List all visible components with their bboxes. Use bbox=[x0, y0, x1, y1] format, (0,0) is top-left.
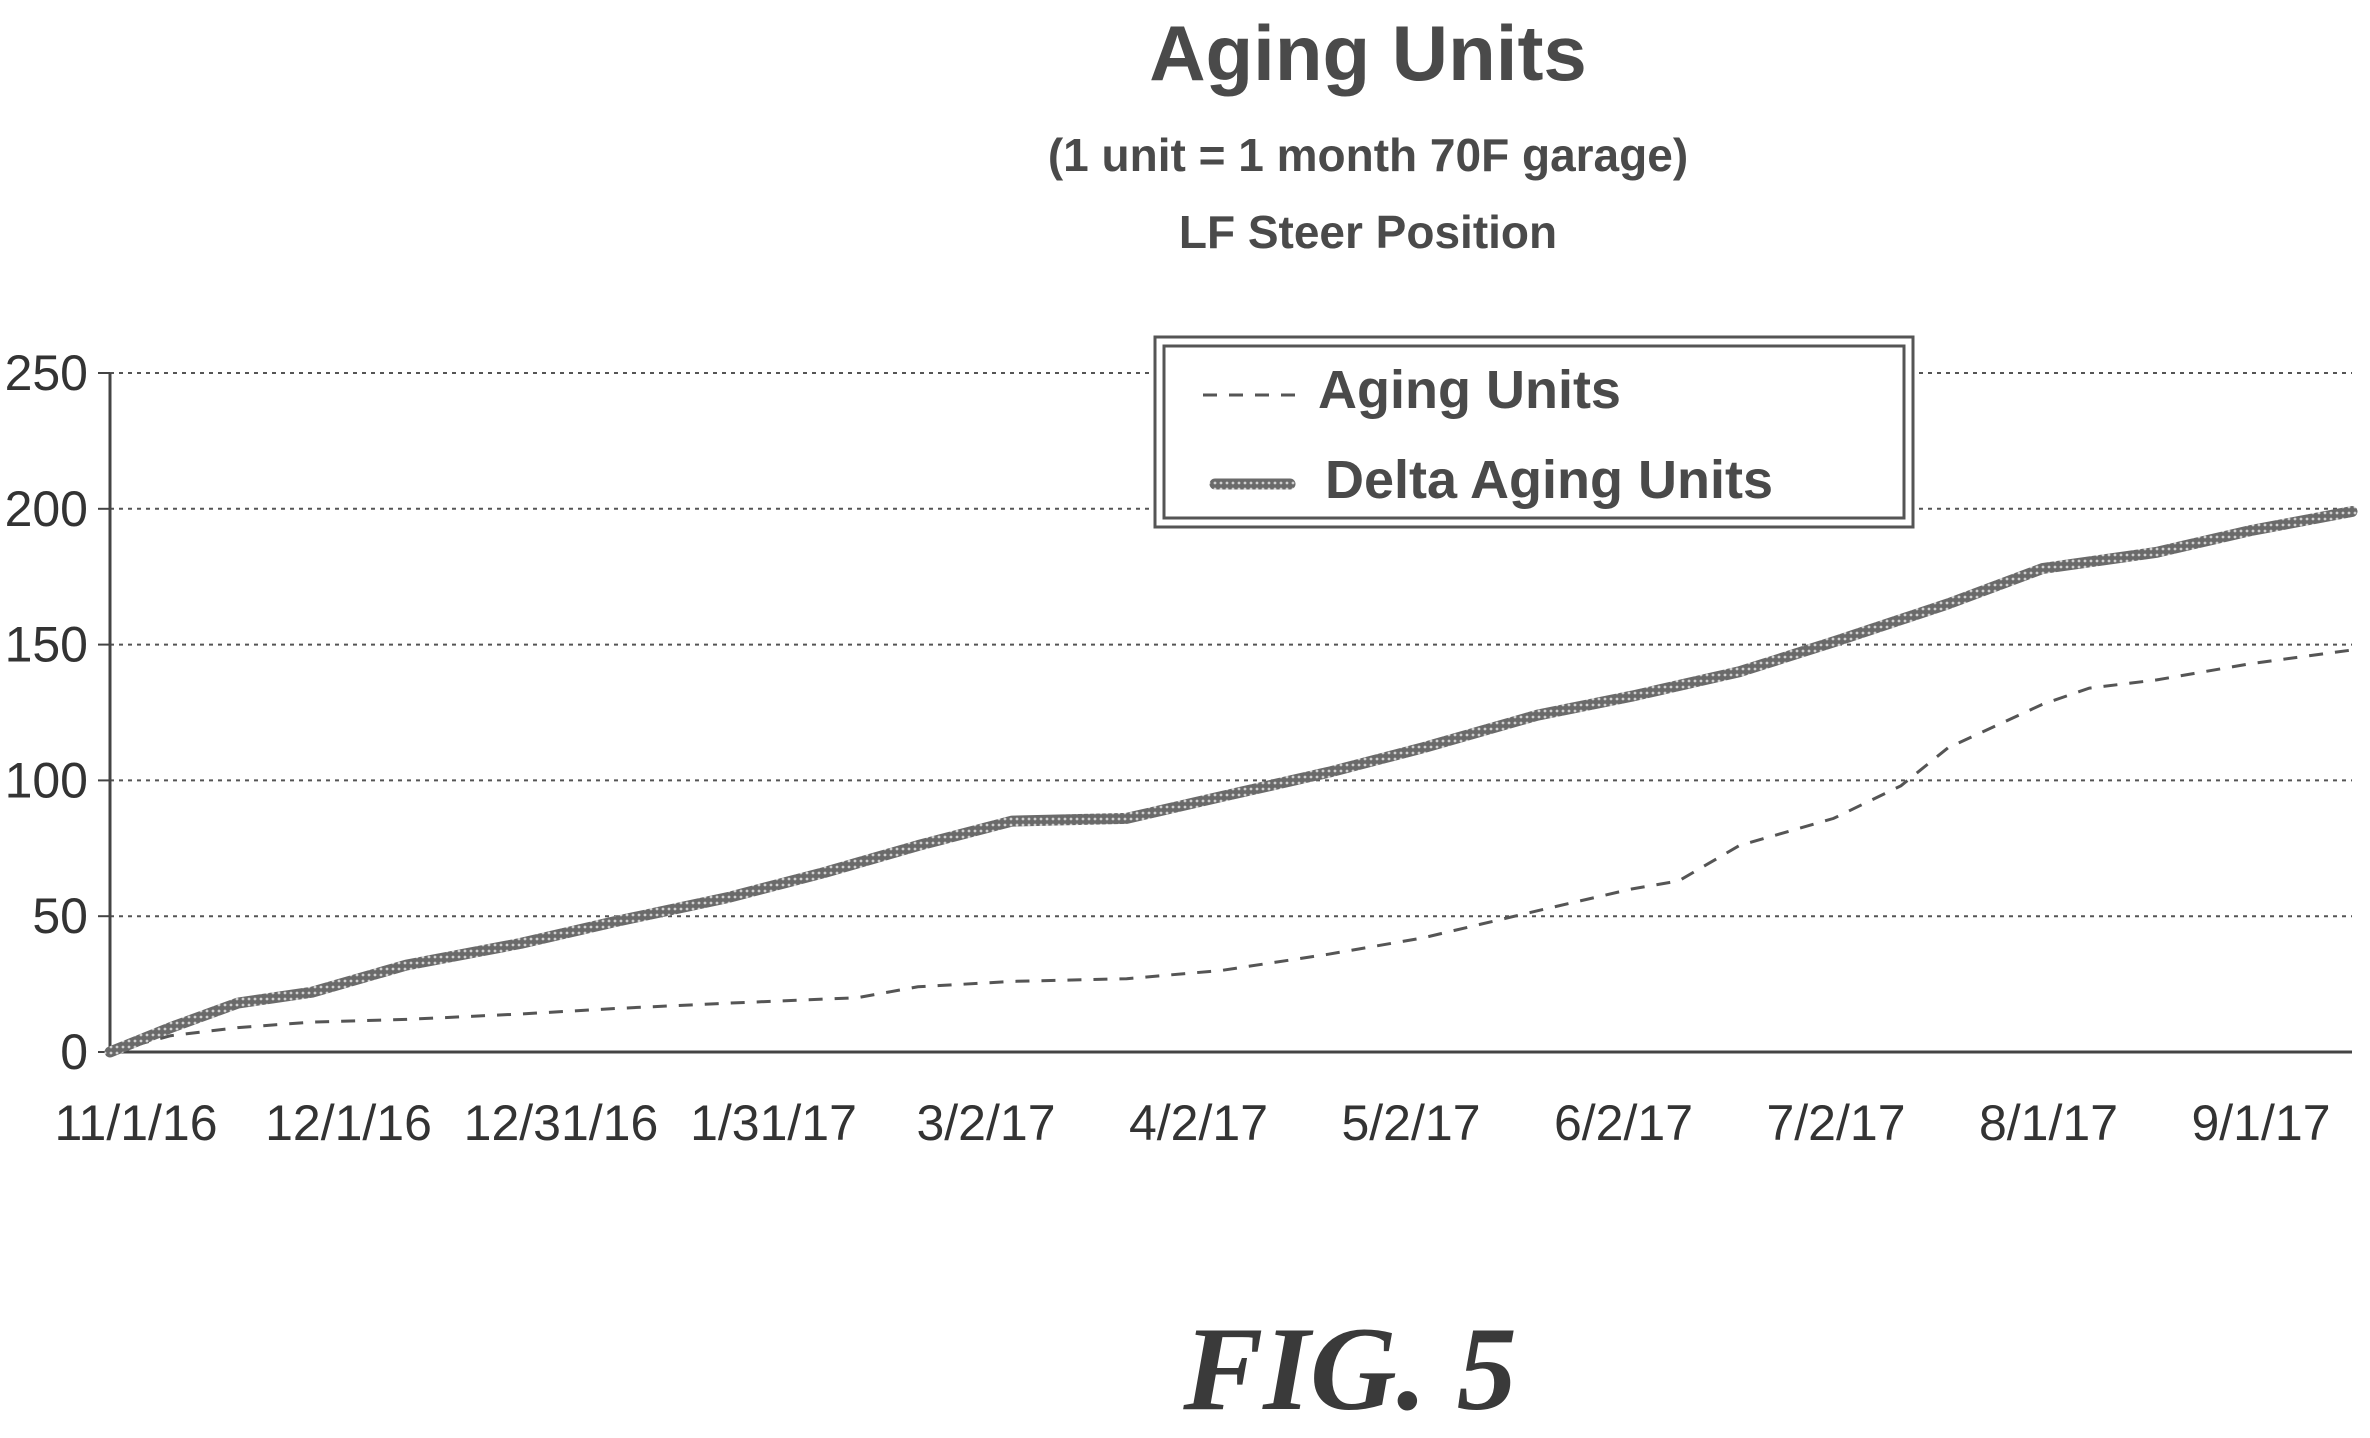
chart-subtitle: (1 unit = 1 month 70F garage) bbox=[1047, 129, 1689, 181]
y-tick-label: 150 bbox=[5, 617, 88, 673]
y-tick-label: 0 bbox=[60, 1024, 88, 1080]
legend-label-aging-units: Aging Units bbox=[1318, 360, 1621, 420]
axes: 0 50 100 150 200 250 11/1/16 12/1/16 12/31/16 1/3… bbox=[5, 345, 2352, 1151]
x-tick-label: 9/1/17 bbox=[2191, 1095, 2330, 1151]
legend-border-inner bbox=[1162, 344, 1906, 520]
x-tick-label: 12/31/16 bbox=[464, 1095, 659, 1151]
figure-label: FIG. 5 bbox=[1183, 1302, 1517, 1435]
x-tick-label: 8/1/17 bbox=[1979, 1095, 2118, 1151]
x-tick-label: 5/2/17 bbox=[1341, 1095, 1480, 1151]
x-tick-label: 7/2/17 bbox=[1766, 1095, 1905, 1151]
legend: Aging Units Delta Aging Units bbox=[1153, 335, 1915, 529]
x-tick-label: 3/2/17 bbox=[916, 1095, 1055, 1151]
y-tick-label: 250 bbox=[5, 345, 88, 401]
series-line-delta-aging-units bbox=[104, 506, 2358, 1058]
x-tick-label: 12/1/16 bbox=[265, 1095, 432, 1151]
x-tick-label: 6/2/17 bbox=[1554, 1095, 1693, 1151]
x-tick-label: 1/31/17 bbox=[690, 1095, 857, 1151]
y-tick-label: 50 bbox=[32, 888, 88, 944]
series-line-aging-units bbox=[109, 648, 2353, 1054]
chart-subtitle-position: LF Steer Position bbox=[1178, 206, 1558, 258]
legend-border-outer bbox=[1153, 335, 1915, 529]
y-tick-label: 100 bbox=[5, 752, 88, 808]
series-lines bbox=[104, 506, 2358, 1058]
x-tick-label: 11/1/16 bbox=[54, 1095, 217, 1151]
chart-title: Aging Units bbox=[1149, 9, 1587, 97]
x-tick-label: 4/2/17 bbox=[1129, 1095, 1268, 1151]
y-tick-label: 200 bbox=[5, 481, 88, 537]
legend-label-delta-aging-units: Delta Aging Units bbox=[1325, 450, 1773, 510]
